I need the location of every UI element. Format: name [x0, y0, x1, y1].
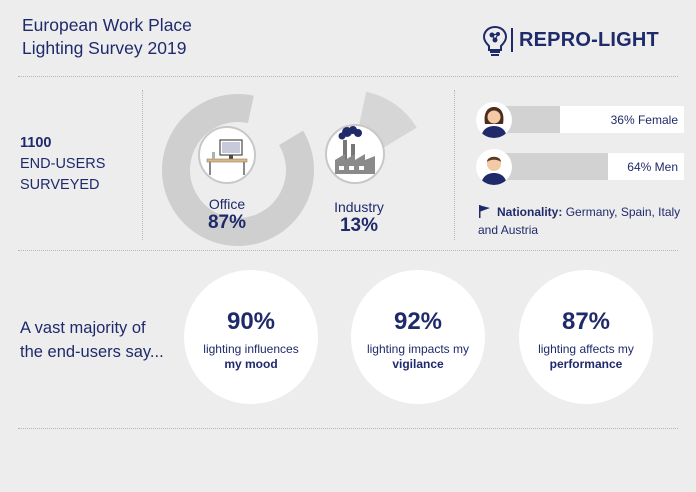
female-bar-fill [504, 106, 560, 133]
repro-light-logo: REPRO-LIGHT [482, 25, 672, 57]
male-avatar-icon [476, 149, 512, 185]
nationality-text: Germany, Spain, Italy and Austria [478, 205, 681, 237]
majority-line-1: A vast majority of [20, 319, 146, 337]
industry-percent: 13% [339, 215, 379, 236]
female-bar-track [560, 106, 684, 133]
stat-circle-vigilance: 92% lighting impacts my vigilance [351, 270, 485, 404]
flag-icon [479, 205, 490, 218]
stat-percent: 90% [226, 308, 276, 335]
divider-top [18, 76, 678, 77]
logo-divider [511, 28, 513, 52]
stat-emphasis: vigilance [392, 357, 444, 371]
majority-statement: A vast majority of the end-users say... [20, 316, 164, 364]
industry-label: Industry [334, 199, 384, 215]
surveyed-line-3: SURVEYED [20, 177, 100, 193]
majority-line-2: the end-users say... [20, 343, 164, 361]
divider-bottom [18, 428, 678, 429]
surveyed-line-2: END-USERS [20, 156, 106, 172]
female-label: 36% Female [610, 113, 678, 127]
male-label: 64% Men [627, 160, 678, 174]
stat-circle-mood: 90% lighting influences my mood [184, 270, 318, 404]
stat-percent: 87% [561, 308, 611, 335]
logo-text: REPRO-LIGHT [519, 29, 659, 51]
surveyed-count: 1100 END-USERS SURVEYED [20, 133, 105, 196]
title-line-1: European Work Place [22, 15, 192, 35]
male-bar-fill [504, 153, 608, 180]
stat-text: lighting impacts my [366, 342, 470, 356]
female-avatar-icon [476, 102, 512, 138]
divider-vertical-right [454, 90, 455, 240]
office-label: Office [208, 196, 246, 212]
stat-percent: 92% [393, 308, 443, 335]
gender-row-female: 36% Female [476, 100, 686, 140]
desk-computer-icon [206, 139, 248, 175]
pie-slice-office [162, 93, 314, 246]
stat-text: lighting affects my [538, 342, 634, 356]
nationality-label: Nationality: [497, 205, 563, 219]
lightbulb-molecule-icon [482, 25, 508, 56]
male-bar-track [608, 153, 684, 180]
surveyed-number: 1100 [20, 135, 52, 151]
divider-vertical-left [142, 90, 143, 240]
industry-icon-circle [325, 124, 385, 184]
industry-label-group: Industry 13% [312, 199, 406, 237]
divider-middle [18, 250, 678, 251]
office-percent: 87% [207, 212, 247, 233]
office-label-group: Office 87% [180, 196, 274, 234]
gender-row-male: 64% Men [476, 148, 686, 188]
page-title: European Work Place Lighting Survey 2019 [22, 14, 192, 60]
stat-circle-performance: 87% lighting affects my performance [519, 270, 653, 404]
office-icon-circle [198, 126, 256, 184]
stat-emphasis: performance [549, 357, 623, 371]
nationality: Nationality: Germany, Spain, Italy and A… [478, 203, 688, 239]
stat-text: lighting influences [203, 342, 299, 356]
title-line-2: Lighting Survey 2019 [22, 38, 187, 58]
stat-emphasis: my mood [224, 357, 278, 371]
factory-icon [335, 126, 375, 174]
